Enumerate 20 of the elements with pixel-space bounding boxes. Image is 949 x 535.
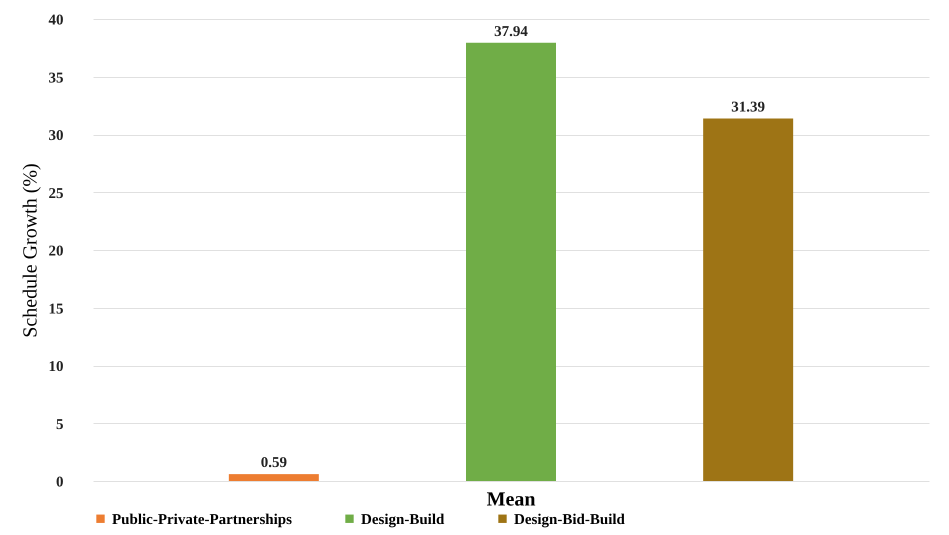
legend-label: Design-Build	[361, 512, 446, 528]
y-tick-label: 40	[48, 12, 64, 28]
y-tick-label: 5	[56, 416, 64, 433]
y-tick-label: 35	[48, 70, 64, 86]
data-label: 37.94	[494, 24, 528, 40]
legend-label: Design-Bid-Build	[514, 512, 626, 528]
y-tick-label: 20	[48, 244, 64, 260]
y-tick-label: 15	[48, 301, 64, 318]
data-label: 0.59	[260, 455, 287, 472]
bar	[228, 474, 319, 481]
data-label: 31.39	[731, 99, 766, 116]
bar	[466, 42, 556, 481]
y-tick-label: 25	[48, 186, 64, 202]
y-tick-label: 10	[48, 359, 64, 375]
bar	[703, 118, 794, 481]
y-tick-label: 0	[56, 474, 64, 490]
legend-label: Public-Private-Partnerships	[112, 512, 292, 528]
y-axis-title: Schedule Growth (%)	[20, 163, 42, 338]
y-tick-label: 30	[48, 128, 64, 144]
x-tick-label: Mean	[486, 488, 536, 510]
